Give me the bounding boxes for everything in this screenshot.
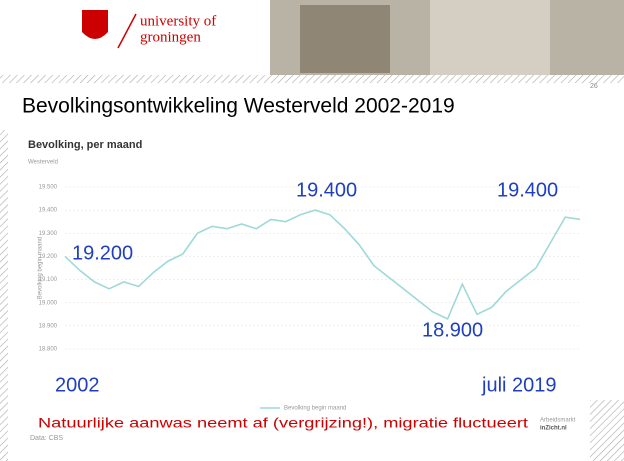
logo-slash	[117, 13, 137, 49]
source: Data: CBS	[30, 435, 63, 442]
logo-shield	[82, 10, 108, 39]
y-tick-label: 19.500	[39, 185, 58, 191]
chart-title: Bevolking, per maand	[28, 139, 142, 151]
hatch-band	[0, 75, 624, 83]
annotation: juli 2019	[481, 374, 557, 396]
photo-person	[430, 0, 550, 75]
annotation: 19.400	[296, 179, 357, 201]
page-number: 26	[590, 83, 598, 90]
y-axis-label: Bevolking begin maand	[38, 237, 44, 299]
y-tick-label: 19.300	[39, 231, 58, 237]
photo-people	[300, 5, 390, 73]
y-tick-label: 19.100	[39, 277, 58, 283]
hatch-side	[0, 130, 8, 461]
legend-label: Bevolking begin maand	[284, 406, 346, 412]
y-tick-label: 19.200	[39, 254, 58, 260]
logo-text: university of	[140, 13, 216, 29]
logo-text: groningen	[140, 29, 201, 45]
annotation: 19.200	[72, 242, 133, 264]
data-line	[64, 209, 581, 320]
annotation: 2002	[55, 374, 100, 396]
y-tick-label: 19.400	[39, 208, 58, 214]
y-tick-label: 18.800	[39, 347, 58, 353]
slide-title: Bevolkingsontwikkeling Westerveld 2002-2…	[22, 95, 455, 118]
annotation: 19.400	[497, 179, 558, 201]
logo-area	[0, 0, 270, 75]
y-tick-label: 18.900	[39, 323, 58, 329]
brand-logo: Arbeidsmarkt	[540, 418, 576, 424]
y-tick-label: 19.000	[39, 300, 58, 306]
hatch-corner	[590, 400, 624, 461]
annotation: 18.900	[422, 319, 483, 341]
brand-logo: inZicht.nl	[540, 426, 567, 432]
chart-subtitle: Westerveld	[28, 160, 58, 166]
footer-note: Natuurlijke aanwas neemt af (vergrijzing…	[38, 415, 528, 431]
chart: Bevolking, per maand Westerveld Bevolkin…	[28, 139, 581, 412]
